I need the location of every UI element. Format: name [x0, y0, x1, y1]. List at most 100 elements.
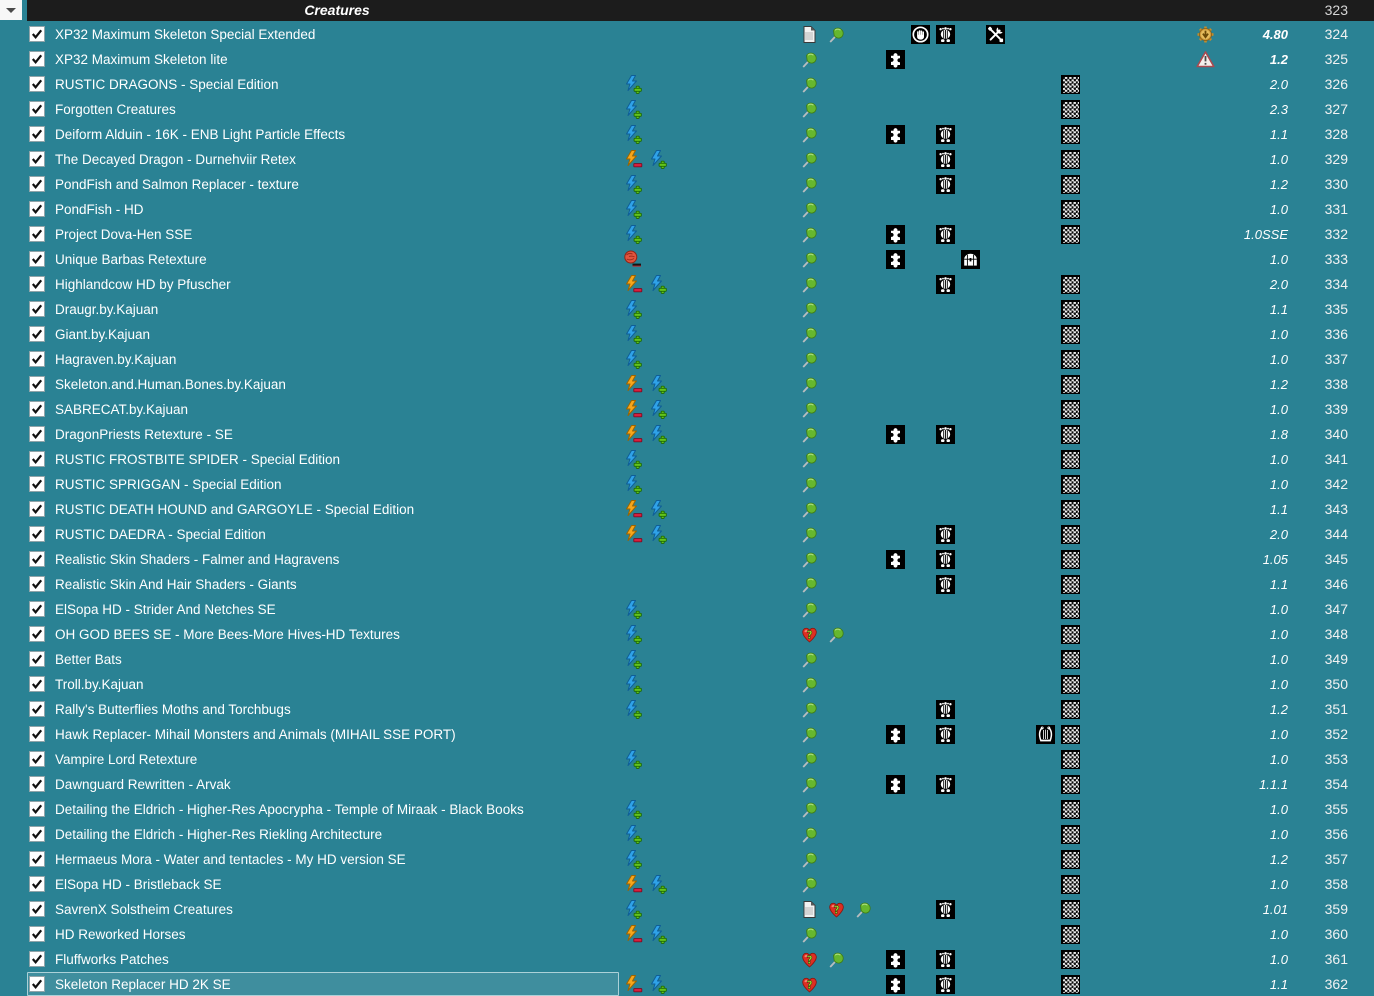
mod-name[interactable]: Realistic Skin And Hair Shaders - Giants [55, 577, 297, 592]
separator-row-creatures[interactable]: Creatures 323 [27, 0, 1374, 21]
mod-checkbox[interactable] [29, 101, 45, 117]
mod-row[interactable]: Realistic Skin Shaders - Falmer and Hagr… [0, 547, 1374, 572]
mod-row[interactable]: SABRECAT.by.Kajuan 1.0 339 [0, 397, 1374, 422]
mod-row[interactable]: RUSTIC FROSTBITE SPIDER - Special Editio… [0, 447, 1374, 472]
mod-checkbox[interactable] [29, 26, 45, 42]
mod-row[interactable]: Forgotten Creatures 2.3 327 [0, 97, 1374, 122]
mod-checkbox[interactable] [29, 576, 45, 592]
mod-row[interactable]: Realistic Skin And Hair Shaders - Giants… [0, 572, 1374, 597]
mod-checkbox[interactable] [29, 326, 45, 342]
mod-row[interactable]: XP32 Maximum Skeleton lite 1.2 325 [0, 47, 1374, 72]
mod-name[interactable]: RUSTIC DEATH HOUND and GARGOYLE - Specia… [55, 502, 415, 517]
mod-checkbox[interactable] [29, 626, 45, 642]
mod-name[interactable]: PondFish and Salmon Replacer - texture [55, 177, 299, 192]
mod-row[interactable]: XP32 Maximum Skeleton Special Extended 4.… [0, 22, 1374, 47]
mod-name[interactable]: Dawnguard Rewritten - Arvak [55, 777, 231, 792]
mod-checkbox[interactable] [29, 476, 45, 492]
mod-checkbox[interactable] [29, 351, 45, 367]
mod-checkbox[interactable] [29, 276, 45, 292]
mod-name[interactable]: XP32 Maximum Skeleton Special Extended [55, 27, 316, 42]
mod-checkbox[interactable] [29, 976, 45, 992]
mod-checkbox[interactable] [29, 551, 45, 567]
mod-row[interactable]: Vampire Lord Retexture 1.0 353 [0, 747, 1374, 772]
mod-name[interactable]: Rally's Butterflies Moths and Torchbugs [55, 702, 291, 717]
mod-row[interactable]: Hagraven.by.Kajuan 1.0 337 [0, 347, 1374, 372]
mod-name[interactable]: Forgotten Creatures [55, 102, 176, 117]
mod-row[interactable]: RUSTIC DRAGONS - Special Edition 2.0 326 [0, 72, 1374, 97]
mod-checkbox[interactable] [29, 526, 45, 542]
mod-name[interactable]: Highlandcow HD by Pfuscher [55, 277, 231, 292]
mod-name[interactable]: Giant.by.Kajuan [55, 327, 151, 342]
collapse-separators-button[interactable] [0, 0, 22, 20]
mod-row[interactable]: ElSopa HD - Bristleback SE 1.0 358 [0, 872, 1374, 897]
mod-row[interactable]: SavrenX Solstheim Creatures 1.01 359 [0, 897, 1374, 922]
mod-row[interactable]: Detailing the Eldrich - Higher-Res Apocr… [0, 797, 1374, 822]
mod-row[interactable]: Rally's Butterflies Moths and Torchbugs 1… [0, 697, 1374, 722]
mod-name[interactable]: Draugr.by.Kajuan [55, 302, 159, 317]
mod-checkbox[interactable] [29, 751, 45, 767]
mod-checkbox[interactable] [29, 701, 45, 717]
mod-checkbox[interactable] [29, 426, 45, 442]
mod-checkbox[interactable] [29, 501, 45, 517]
mod-name[interactable]: ElSopa HD - Strider And Netches SE [55, 602, 276, 617]
mod-row[interactable]: OH GOD BEES SE - More Bees-More Hives-HD… [0, 622, 1374, 647]
mod-name[interactable]: Project Dova-Hen SSE [55, 227, 193, 242]
mod-row[interactable]: Deiform Alduin - 16K - ENB Light Particl… [0, 122, 1374, 147]
mod-name[interactable]: Troll.by.Kajuan [55, 677, 144, 692]
mod-name[interactable]: RUSTIC DRAGONS - Special Edition [55, 77, 279, 92]
mod-name[interactable]: Deiform Alduin - 16K - ENB Light Particl… [55, 127, 346, 142]
mod-checkbox[interactable] [29, 651, 45, 667]
mod-name[interactable]: OH GOD BEES SE - More Bees-More Hives-HD… [55, 627, 400, 642]
mod-checkbox[interactable] [29, 51, 45, 67]
mod-row[interactable]: Fluffworks Patches 1.0 361 [0, 947, 1374, 972]
mod-checkbox[interactable] [29, 776, 45, 792]
mod-row[interactable]: Unique Barbas Retexture 1.0 333 [0, 247, 1374, 272]
mod-row[interactable]: RUSTIC SPRIGGAN - Special Edition 1.0 342 [0, 472, 1374, 497]
mod-name[interactable]: Hermaeus Mora - Water and tentacles - My… [55, 852, 406, 867]
mod-name[interactable]: RUSTIC DAEDRA - Special Edition [55, 527, 266, 542]
mod-checkbox[interactable] [29, 676, 45, 692]
mod-name[interactable]: Vampire Lord Retexture [55, 752, 198, 767]
mod-checkbox[interactable] [29, 601, 45, 617]
mod-name[interactable]: Unique Barbas Retexture [55, 252, 207, 267]
mod-checkbox[interactable] [29, 151, 45, 167]
mod-row[interactable]: HD Reworked Horses 1.0 360 [0, 922, 1374, 947]
mod-row[interactable]: PondFish and Salmon Replacer - texture 1.… [0, 172, 1374, 197]
mod-name[interactable]: Detailing the Eldrich - Higher-Res Apocr… [55, 802, 524, 817]
mod-row[interactable]: RUSTIC DEATH HOUND and GARGOYLE - Specia… [0, 497, 1374, 522]
mod-row[interactable]: RUSTIC DAEDRA - Special Edition 2.0 344 [0, 522, 1374, 547]
mod-checkbox[interactable] [29, 851, 45, 867]
mod-row[interactable]: Skeleton Replacer HD 2K SE 1.1 362 [0, 972, 1374, 996]
mod-name[interactable]: The Decayed Dragon - Durnehviir Retex [55, 152, 296, 167]
mod-checkbox[interactable] [29, 451, 45, 467]
mod-row[interactable]: Hawk Replacer- Mihail Monsters and Anima… [0, 722, 1374, 747]
mod-name[interactable]: Better Bats [55, 652, 122, 667]
mod-name[interactable]: HD Reworked Horses [55, 927, 186, 942]
mod-checkbox[interactable] [29, 401, 45, 417]
mod-row[interactable]: The Decayed Dragon - Durnehviir Retex 1.0… [0, 147, 1374, 172]
mod-name[interactable]: Skeleton.and.Human.Bones.by.Kajuan [55, 377, 286, 392]
mod-row[interactable]: Hermaeus Mora - Water and tentacles - My… [0, 847, 1374, 872]
mod-checkbox[interactable] [29, 226, 45, 242]
mod-name[interactable]: Detailing the Eldrich - Higher-Res Riekl… [55, 827, 383, 842]
mod-name[interactable]: Fluffworks Patches [55, 952, 169, 967]
mod-checkbox[interactable] [29, 76, 45, 92]
mod-checkbox[interactable] [29, 301, 45, 317]
mod-name[interactable]: RUSTIC SPRIGGAN - Special Edition [55, 477, 282, 492]
mod-name[interactable]: Hagraven.by.Kajuan [55, 352, 177, 367]
mod-row[interactable]: Highlandcow HD by Pfuscher 2.0 334 [0, 272, 1374, 297]
mod-name[interactable]: ElSopa HD - Bristleback SE [55, 877, 222, 892]
mod-row[interactable]: Troll.by.Kajuan 1.0 350 [0, 672, 1374, 697]
mod-row[interactable]: Project Dova-Hen SSE 1.0SSE 332 [0, 222, 1374, 247]
mod-checkbox[interactable] [29, 901, 45, 917]
mod-checkbox[interactable] [29, 376, 45, 392]
mod-row[interactable]: Detailing the Eldrich - Higher-Res Riekl… [0, 822, 1374, 847]
mod-name[interactable]: Skeleton Replacer HD 2K SE [55, 977, 231, 992]
mod-name[interactable]: Realistic Skin Shaders - Falmer and Hagr… [55, 552, 340, 567]
mod-name[interactable]: RUSTIC FROSTBITE SPIDER - Special Editio… [55, 452, 341, 467]
mod-name[interactable]: PondFish - HD [55, 202, 144, 217]
mod-checkbox[interactable] [29, 951, 45, 967]
mod-row[interactable]: PondFish - HD 1.0 331 [0, 197, 1374, 222]
mod-checkbox[interactable] [29, 201, 45, 217]
mod-row[interactable]: DragonPriests Retexture - SE 1.8 340 [0, 422, 1374, 447]
